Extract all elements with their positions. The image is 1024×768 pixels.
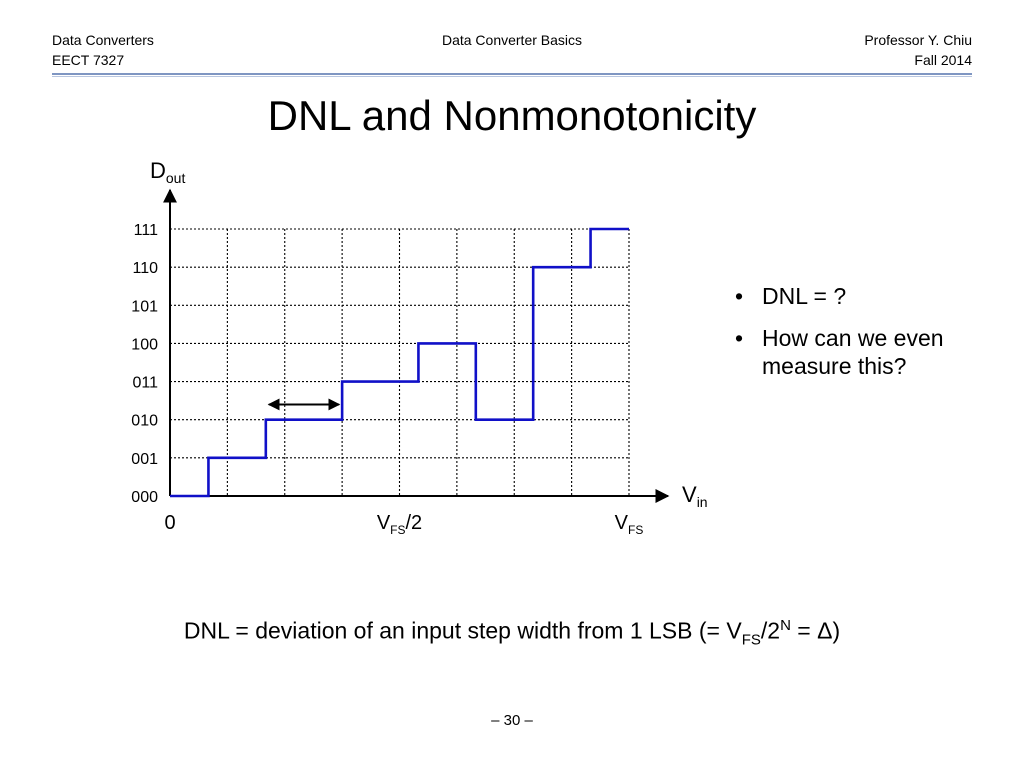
slide-title: DNL and Nonmonotonicity [267, 92, 757, 139]
x-tick-label-main: V [377, 512, 391, 534]
x-tick-label-main: 0 [164, 512, 175, 534]
formula-part3: = Δ) [790, 617, 841, 644]
x-axis-label: Vin [682, 482, 708, 510]
x-tick-label: VFS [615, 512, 644, 537]
page-number: – 30 – [491, 712, 533, 729]
y-tick-label: 000 [131, 489, 158, 506]
y-axis-label-main: D [150, 158, 166, 183]
bullet-text: DNL = ? [762, 283, 847, 309]
chart-grid [170, 228, 630, 496]
x-tick-label-tail: /2 [406, 512, 423, 534]
y-tick-label: 001 [131, 451, 158, 468]
x-tick-label-main: V [615, 512, 629, 534]
course-name: Data Converters [52, 32, 154, 48]
section-title: Data Converter Basics [441, 32, 583, 48]
header-divider [52, 73, 972, 75]
course-code: EECT 7327 [52, 52, 125, 68]
x-axis-label-main: V [682, 482, 697, 507]
y-tick-label: 100 [131, 336, 158, 353]
x-tick-label-sub: FS [390, 523, 405, 537]
chart-series [170, 227, 629, 498]
y-axis-label-sub: out [166, 170, 186, 186]
x-tick-label: VFS/2 [377, 512, 422, 537]
formula-part1: DNL = deviation of an input step width f… [183, 617, 742, 644]
formula-subscript: FS [741, 631, 761, 649]
header-left: Data Converters EECT 7327 [52, 30, 154, 70]
y-tick-label: 011 [132, 375, 158, 392]
x-axis-label-sub: in [697, 494, 708, 510]
header-divider-thin [52, 76, 972, 77]
bullet-marker: • [735, 283, 744, 309]
y-tick-label: 010 [131, 413, 158, 430]
dnl-definition: DNL = deviation of an input step width f… [0, 611, 1024, 655]
y-axis-label: Dout [150, 158, 185, 186]
transfer-staircase-line [170, 227, 629, 498]
y-tick-label: 111 [134, 222, 158, 239]
x-tick-label-sub: FS [628, 523, 643, 537]
instructor-name: Professor Y. Chiu [864, 32, 972, 48]
bullet-item: • DNL = ? [735, 282, 985, 310]
bullet-item: • How can we even measure this? [735, 324, 985, 380]
bullet-list: • DNL = ? • How can we even measure this? [735, 282, 985, 394]
formula-superscript: N [780, 617, 791, 634]
y-tick-label: 101 [131, 298, 158, 315]
x-tick-label: 0 [164, 512, 175, 534]
formula-part2: /2 [760, 617, 781, 644]
bullet-text: How can we even measure this? [762, 325, 944, 379]
header-right: Professor Y. Chiu Fall 2014 [864, 30, 972, 70]
y-tick-label: 110 [132, 260, 158, 277]
term: Fall 2014 [914, 52, 972, 68]
chart-axes: Dout Vin [150, 158, 708, 510]
bullet-marker: • [735, 325, 744, 351]
